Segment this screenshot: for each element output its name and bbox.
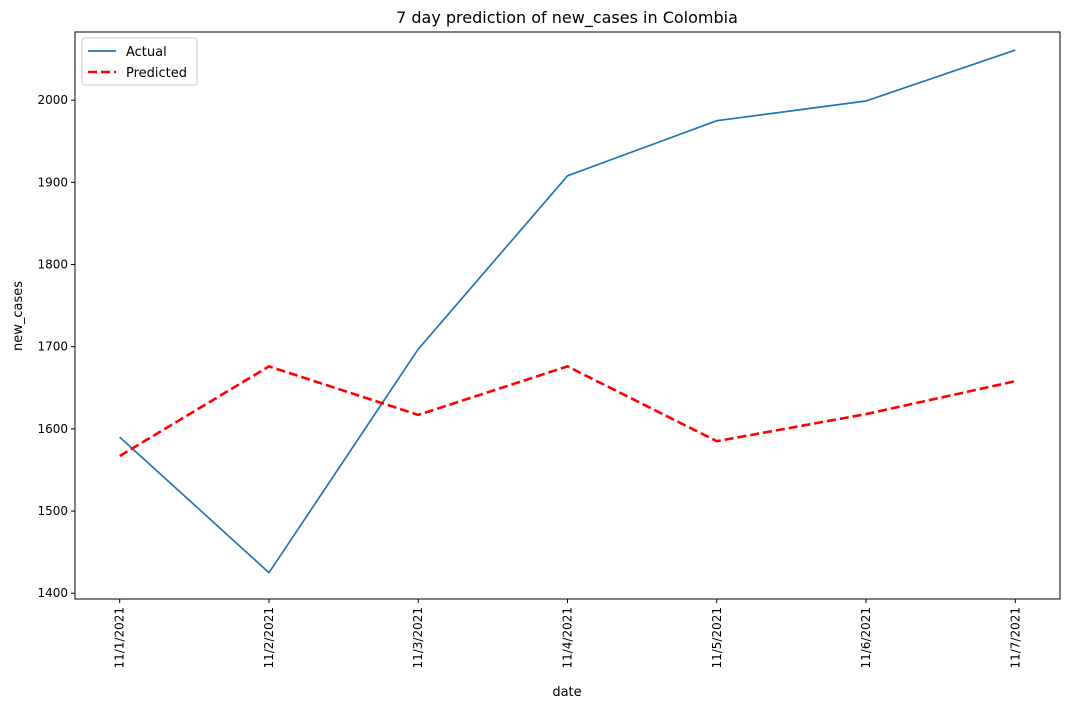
y-tick-label: 2000 xyxy=(37,93,68,107)
x-tick-label: 11/5/2021 xyxy=(710,607,724,669)
series-line-predicted xyxy=(119,365,1016,458)
legend: Actual Predicted xyxy=(81,37,198,86)
x-tick-label: 11/2/2021 xyxy=(262,607,276,669)
plot-area xyxy=(74,31,1061,600)
series-layer xyxy=(119,49,1016,574)
y-axis: 1400 1500 1600 1700 1800 1900 2000 xyxy=(37,93,75,600)
legend-label: Predicted xyxy=(126,66,187,81)
y-tick-label: 1900 xyxy=(37,175,68,189)
x-tick-label: 11/4/2021 xyxy=(561,607,575,669)
y-axis-label: new_cases xyxy=(11,281,26,351)
x-tick-label: 11/3/2021 xyxy=(411,607,425,669)
y-tick-label: 1600 xyxy=(37,422,68,436)
x-axis: 11/1/2021 11/2/2021 11/3/2021 11/4/2021 11/5… xyxy=(113,599,1022,669)
legend-label: Actual xyxy=(126,45,167,60)
x-axis-label: date xyxy=(552,685,581,700)
y-tick-label: 1700 xyxy=(37,340,68,354)
series-line-actual xyxy=(119,49,1016,574)
x-tick-label: 11/6/2021 xyxy=(859,607,873,669)
x-tick-label: 11/7/2021 xyxy=(1008,607,1022,669)
x-tick-label: 11/1/2021 xyxy=(113,607,127,669)
legend-box xyxy=(81,37,198,86)
y-tick-label: 1800 xyxy=(37,258,68,272)
y-tick-label: 1400 xyxy=(37,586,68,600)
chart-title: 7 day prediction of new_cases in Colombi… xyxy=(396,8,738,28)
y-tick-label: 1500 xyxy=(37,504,68,518)
